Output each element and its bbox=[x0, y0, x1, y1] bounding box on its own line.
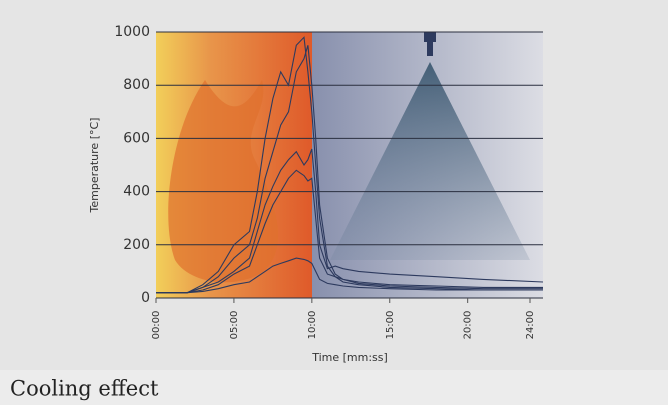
x-tick-label: 20:00 bbox=[463, 311, 474, 340]
spray-cone bbox=[330, 62, 530, 260]
y-tick-label: 600 bbox=[123, 130, 150, 146]
x-tick-label: 15:00 bbox=[385, 311, 396, 340]
flame-icon bbox=[168, 80, 279, 283]
x-tick-label: 00:00 bbox=[151, 311, 162, 340]
y-axis-label: Temperature [°C] bbox=[88, 118, 101, 214]
data-line bbox=[156, 169, 543, 294]
nozzle-tip bbox=[427, 42, 433, 56]
y-tick-label: 800 bbox=[123, 77, 150, 93]
y-tick-label: 200 bbox=[123, 237, 150, 253]
caption: Cooling effect bbox=[10, 377, 159, 401]
x-axis-label: Time [mm:ss] bbox=[311, 351, 388, 364]
data-line bbox=[156, 257, 543, 294]
nozzle bbox=[424, 32, 436, 42]
data-line bbox=[156, 36, 543, 294]
y-tick-label: 0 bbox=[141, 290, 150, 306]
plot-area: 0 200 400 600 800 1000 00:00 05:00 10:00 15:00 20:… bbox=[114, 24, 544, 340]
y-tick-label: 400 bbox=[123, 184, 150, 200]
x-tick-label: 05:00 bbox=[229, 311, 240, 340]
caption-band bbox=[0, 370, 668, 405]
x-tick-label: 24:00 bbox=[525, 311, 536, 340]
data-line bbox=[156, 45, 543, 294]
data-line bbox=[156, 148, 544, 294]
x-tick-label: 10:00 bbox=[307, 311, 318, 340]
y-tick-label: 1000 bbox=[114, 24, 150, 40]
